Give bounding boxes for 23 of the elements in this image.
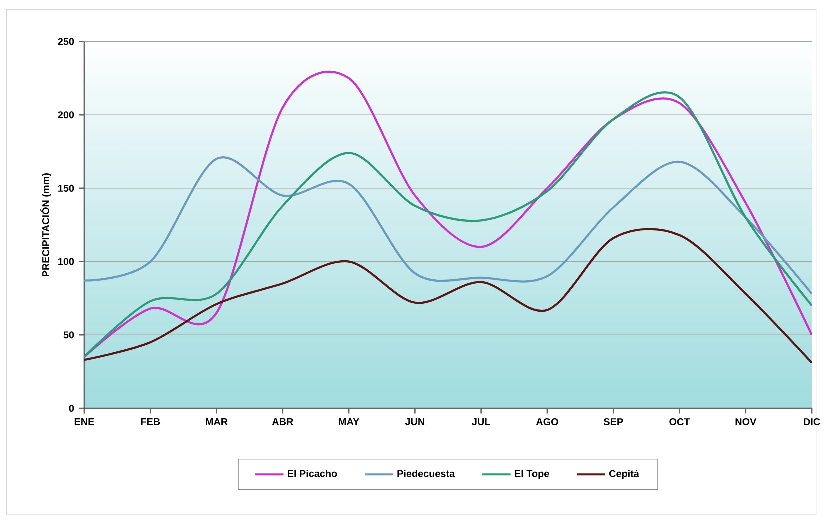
y-axis-title: PRECIPITACIÓN (mm) bbox=[40, 174, 52, 277]
x-tick-label: NOV bbox=[736, 418, 757, 426]
y-tick-label: 150 bbox=[58, 185, 74, 192]
x-tick-label: MAY bbox=[339, 418, 360, 426]
x-tick-label: DIC bbox=[804, 418, 820, 426]
y-tick-label: 200 bbox=[58, 112, 74, 119]
legend-label: Piedecuesta bbox=[398, 470, 456, 478]
y-tick-label: 250 bbox=[58, 38, 74, 46]
x-tick-label: JUL bbox=[472, 418, 490, 426]
x-tick-label: ABR bbox=[272, 418, 294, 426]
x-tick-label: OCT bbox=[670, 418, 690, 426]
x-tick-label: MAR bbox=[206, 418, 228, 426]
x-tick-label: ENE bbox=[74, 418, 94, 426]
legend-label: El Picacho bbox=[288, 470, 338, 478]
x-tick-label: SEP bbox=[604, 418, 624, 426]
x-tick-label: FEB bbox=[141, 418, 160, 426]
x-tick-label: JUN bbox=[405, 418, 424, 426]
legend-label: Cepitá bbox=[609, 470, 640, 480]
y-tick-label: 50 bbox=[64, 332, 74, 339]
y-tick-label: 0 bbox=[69, 405, 74, 412]
x-tick-label: AGO bbox=[536, 418, 558, 426]
legend-label: El Tope bbox=[515, 470, 550, 480]
y-tick-label: 100 bbox=[58, 258, 74, 266]
